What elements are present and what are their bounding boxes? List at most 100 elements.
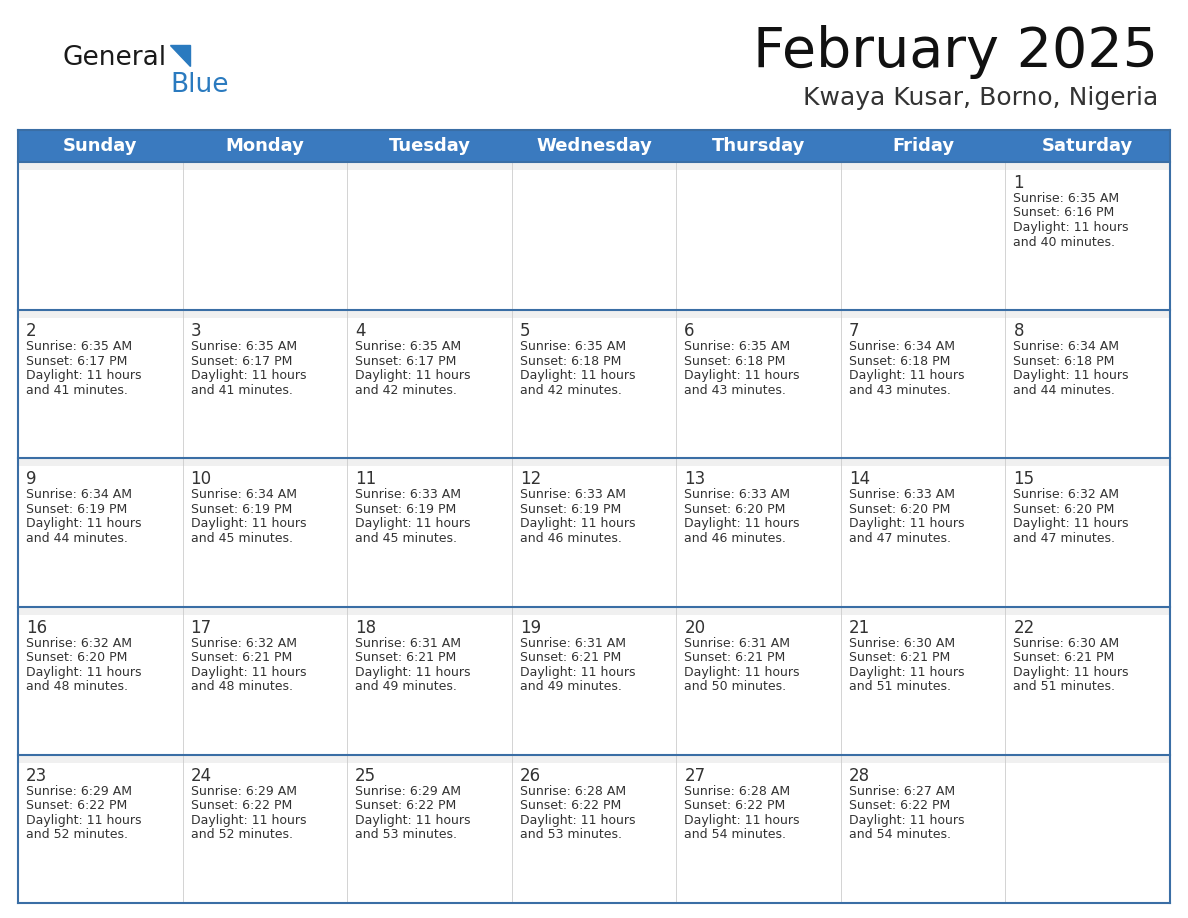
Text: Sunset: 6:21 PM: Sunset: 6:21 PM bbox=[1013, 651, 1114, 664]
Text: Sunset: 6:17 PM: Sunset: 6:17 PM bbox=[355, 354, 456, 368]
Text: Sunrise: 6:32 AM: Sunrise: 6:32 AM bbox=[190, 636, 297, 650]
Text: 27: 27 bbox=[684, 767, 706, 785]
Text: Sunset: 6:21 PM: Sunset: 6:21 PM bbox=[684, 651, 785, 664]
Text: Daylight: 11 hours: Daylight: 11 hours bbox=[519, 369, 636, 382]
Text: 19: 19 bbox=[519, 619, 541, 636]
Text: General: General bbox=[62, 45, 166, 71]
Text: Sunrise: 6:34 AM: Sunrise: 6:34 AM bbox=[1013, 341, 1119, 353]
Bar bbox=[18, 755, 1170, 903]
Text: Sunset: 6:19 PM: Sunset: 6:19 PM bbox=[190, 503, 292, 516]
Text: Sunset: 6:21 PM: Sunset: 6:21 PM bbox=[190, 651, 292, 664]
Bar bbox=[18, 614, 1170, 755]
Text: Daylight: 11 hours: Daylight: 11 hours bbox=[355, 518, 470, 531]
Text: February 2025: February 2025 bbox=[753, 25, 1158, 79]
Text: Sunset: 6:18 PM: Sunset: 6:18 PM bbox=[849, 354, 950, 368]
Text: Sunrise: 6:33 AM: Sunrise: 6:33 AM bbox=[519, 488, 626, 501]
Text: and 54 minutes.: and 54 minutes. bbox=[849, 828, 950, 841]
Text: 28: 28 bbox=[849, 767, 870, 785]
Text: 8: 8 bbox=[1013, 322, 1024, 341]
Bar bbox=[18, 162, 1170, 310]
Text: Sunset: 6:20 PM: Sunset: 6:20 PM bbox=[849, 503, 950, 516]
Text: Sunset: 6:21 PM: Sunset: 6:21 PM bbox=[519, 651, 621, 664]
Text: Daylight: 11 hours: Daylight: 11 hours bbox=[355, 813, 470, 827]
Text: Sunrise: 6:34 AM: Sunrise: 6:34 AM bbox=[849, 341, 955, 353]
Text: 18: 18 bbox=[355, 619, 377, 636]
Text: Sunset: 6:22 PM: Sunset: 6:22 PM bbox=[355, 800, 456, 812]
Text: Sunrise: 6:35 AM: Sunrise: 6:35 AM bbox=[26, 341, 132, 353]
Text: 26: 26 bbox=[519, 767, 541, 785]
Text: Sunrise: 6:34 AM: Sunrise: 6:34 AM bbox=[26, 488, 132, 501]
Text: Wednesday: Wednesday bbox=[536, 137, 652, 155]
Text: 1: 1 bbox=[1013, 174, 1024, 192]
Text: Sunrise: 6:30 AM: Sunrise: 6:30 AM bbox=[1013, 636, 1119, 650]
Text: Monday: Monday bbox=[226, 137, 304, 155]
Polygon shape bbox=[170, 45, 190, 66]
Text: 13: 13 bbox=[684, 470, 706, 488]
Text: 24: 24 bbox=[190, 767, 211, 785]
Text: Daylight: 11 hours: Daylight: 11 hours bbox=[26, 518, 141, 531]
Bar bbox=[18, 130, 1170, 162]
Text: and 43 minutes.: and 43 minutes. bbox=[684, 384, 786, 397]
Text: Sunrise: 6:35 AM: Sunrise: 6:35 AM bbox=[1013, 192, 1119, 205]
Text: Daylight: 11 hours: Daylight: 11 hours bbox=[849, 369, 965, 382]
Text: 25: 25 bbox=[355, 767, 377, 785]
Text: Blue: Blue bbox=[170, 72, 228, 98]
Bar bbox=[18, 310, 1170, 458]
Text: Sunrise: 6:34 AM: Sunrise: 6:34 AM bbox=[190, 488, 297, 501]
Text: and 54 minutes.: and 54 minutes. bbox=[684, 828, 786, 841]
Text: Daylight: 11 hours: Daylight: 11 hours bbox=[190, 666, 307, 678]
Text: 22: 22 bbox=[1013, 619, 1035, 636]
Text: 4: 4 bbox=[355, 322, 366, 341]
Text: Sunset: 6:19 PM: Sunset: 6:19 PM bbox=[26, 503, 127, 516]
Text: Sunrise: 6:32 AM: Sunrise: 6:32 AM bbox=[1013, 488, 1119, 501]
Text: and 45 minutes.: and 45 minutes. bbox=[355, 532, 457, 545]
Bar bbox=[18, 319, 1170, 458]
Text: 17: 17 bbox=[190, 619, 211, 636]
Text: and 46 minutes.: and 46 minutes. bbox=[684, 532, 786, 545]
Text: 6: 6 bbox=[684, 322, 695, 341]
Text: Sunrise: 6:29 AM: Sunrise: 6:29 AM bbox=[355, 785, 461, 798]
Text: and 41 minutes.: and 41 minutes. bbox=[26, 384, 128, 397]
Text: Sunrise: 6:29 AM: Sunrise: 6:29 AM bbox=[26, 785, 132, 798]
Text: 11: 11 bbox=[355, 470, 377, 488]
Text: 21: 21 bbox=[849, 619, 870, 636]
Text: Sunset: 6:20 PM: Sunset: 6:20 PM bbox=[1013, 503, 1114, 516]
Text: and 47 minutes.: and 47 minutes. bbox=[1013, 532, 1116, 545]
Text: Sunrise: 6:28 AM: Sunrise: 6:28 AM bbox=[684, 785, 790, 798]
Text: Sunrise: 6:31 AM: Sunrise: 6:31 AM bbox=[519, 636, 626, 650]
Text: and 47 minutes.: and 47 minutes. bbox=[849, 532, 950, 545]
Text: Sunset: 6:19 PM: Sunset: 6:19 PM bbox=[355, 503, 456, 516]
Text: and 53 minutes.: and 53 minutes. bbox=[519, 828, 621, 841]
Text: Daylight: 11 hours: Daylight: 11 hours bbox=[684, 369, 800, 382]
Bar bbox=[18, 458, 1170, 607]
Text: and 46 minutes.: and 46 minutes. bbox=[519, 532, 621, 545]
Text: 2: 2 bbox=[26, 322, 37, 341]
Text: Sunset: 6:16 PM: Sunset: 6:16 PM bbox=[1013, 207, 1114, 219]
Text: Daylight: 11 hours: Daylight: 11 hours bbox=[1013, 221, 1129, 234]
Text: 9: 9 bbox=[26, 470, 37, 488]
Text: Sunrise: 6:33 AM: Sunrise: 6:33 AM bbox=[849, 488, 955, 501]
Text: Daylight: 11 hours: Daylight: 11 hours bbox=[355, 369, 470, 382]
Text: Daylight: 11 hours: Daylight: 11 hours bbox=[1013, 666, 1129, 678]
Bar bbox=[18, 170, 1170, 310]
Text: 3: 3 bbox=[190, 322, 201, 341]
Text: Sunrise: 6:35 AM: Sunrise: 6:35 AM bbox=[190, 341, 297, 353]
Text: 5: 5 bbox=[519, 322, 530, 341]
Text: Sunset: 6:18 PM: Sunset: 6:18 PM bbox=[684, 354, 785, 368]
Text: Sunset: 6:17 PM: Sunset: 6:17 PM bbox=[190, 354, 292, 368]
Text: and 44 minutes.: and 44 minutes. bbox=[26, 532, 128, 545]
Text: Daylight: 11 hours: Daylight: 11 hours bbox=[849, 666, 965, 678]
Text: and 40 minutes.: and 40 minutes. bbox=[1013, 236, 1116, 249]
Text: Sunset: 6:18 PM: Sunset: 6:18 PM bbox=[1013, 354, 1114, 368]
Text: Daylight: 11 hours: Daylight: 11 hours bbox=[684, 813, 800, 827]
Text: and 51 minutes.: and 51 minutes. bbox=[849, 680, 950, 693]
Text: Sunrise: 6:32 AM: Sunrise: 6:32 AM bbox=[26, 636, 132, 650]
Text: and 44 minutes.: and 44 minutes. bbox=[1013, 384, 1116, 397]
Text: and 42 minutes.: and 42 minutes. bbox=[355, 384, 457, 397]
Text: Daylight: 11 hours: Daylight: 11 hours bbox=[684, 518, 800, 531]
Text: Sunrise: 6:35 AM: Sunrise: 6:35 AM bbox=[519, 341, 626, 353]
Text: and 45 minutes.: and 45 minutes. bbox=[190, 532, 292, 545]
Text: and 49 minutes.: and 49 minutes. bbox=[355, 680, 457, 693]
Text: 23: 23 bbox=[26, 767, 48, 785]
Text: Sunset: 6:17 PM: Sunset: 6:17 PM bbox=[26, 354, 127, 368]
